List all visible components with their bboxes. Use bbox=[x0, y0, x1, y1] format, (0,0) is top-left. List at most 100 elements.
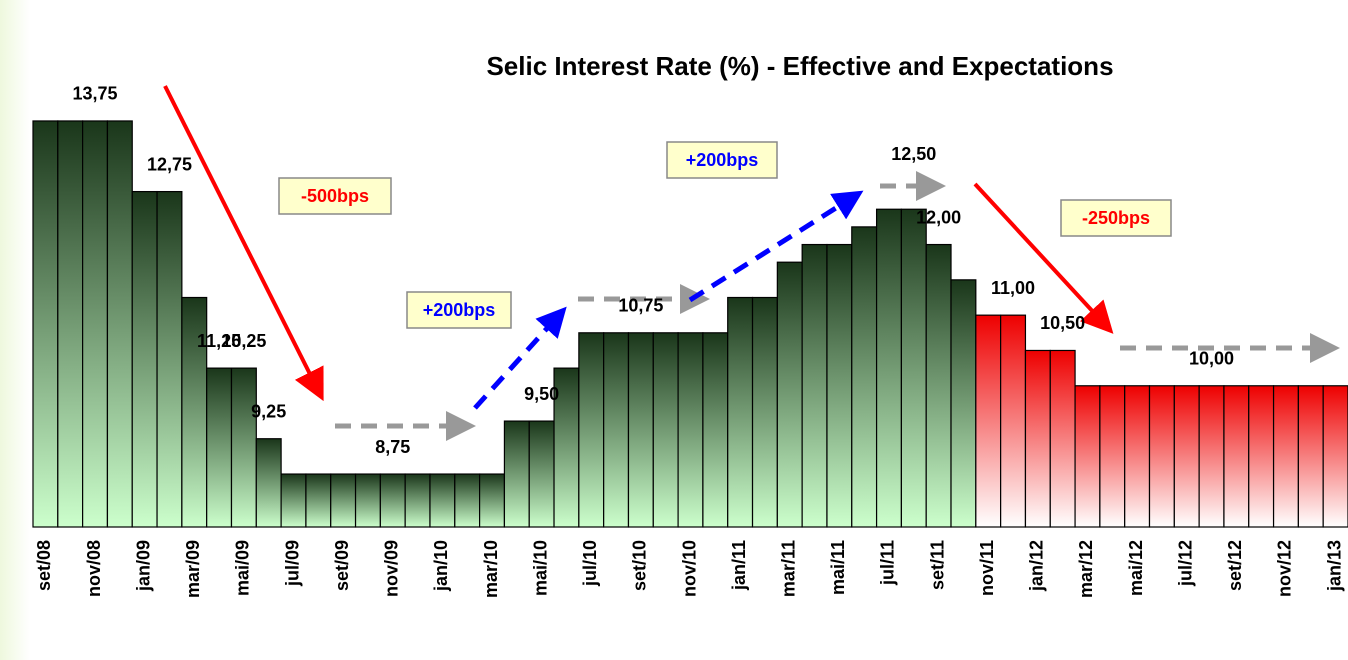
bar bbox=[652, 332, 679, 528]
bar bbox=[255, 438, 282, 528]
bar bbox=[1223, 385, 1250, 528]
x-tick-label: mar/10 bbox=[481, 540, 501, 598]
bar bbox=[875, 208, 902, 528]
bar bbox=[1124, 385, 1151, 528]
bar bbox=[82, 120, 109, 528]
annotation: -250bps bbox=[1082, 208, 1150, 228]
blue-arrow bbox=[688, 190, 864, 303]
x-tick-label: jan/11 bbox=[729, 540, 749, 591]
bar bbox=[131, 190, 158, 528]
bar bbox=[900, 208, 927, 528]
bar bbox=[851, 226, 878, 528]
x-tick-label: jan/13 bbox=[1324, 540, 1344, 592]
bars bbox=[32, 120, 1348, 528]
x-tick-label: set/11 bbox=[927, 540, 947, 590]
data-label: 11,25 bbox=[197, 331, 241, 351]
x-tick-label: jul/09 bbox=[282, 540, 302, 587]
bar bbox=[1024, 349, 1051, 528]
bar bbox=[1198, 385, 1225, 528]
bar bbox=[1000, 314, 1027, 528]
x-tick-label: set/12 bbox=[1225, 540, 1245, 591]
x-tick-label: nov/09 bbox=[382, 540, 402, 597]
annotation: +200bps bbox=[423, 300, 496, 320]
bar bbox=[479, 473, 506, 528]
bar bbox=[1148, 385, 1175, 528]
blue-arrow bbox=[473, 306, 567, 410]
annotation-box bbox=[1060, 199, 1172, 237]
bar bbox=[1074, 385, 1101, 528]
data-label: 10,25 bbox=[221, 331, 266, 351]
bar bbox=[503, 420, 530, 528]
x-tick-label: jan/09 bbox=[133, 540, 153, 592]
bar bbox=[1297, 385, 1324, 528]
data-label: 13,75 bbox=[73, 84, 118, 104]
data-label: 9,25 bbox=[251, 401, 286, 421]
data-label: 11,00 bbox=[991, 278, 1035, 298]
bar bbox=[404, 473, 431, 528]
bar bbox=[57, 120, 84, 528]
bar bbox=[751, 296, 778, 528]
arrows bbox=[163, 85, 1340, 441]
bar bbox=[950, 279, 977, 528]
data-label: 9,50 bbox=[524, 384, 559, 404]
bar bbox=[354, 473, 381, 528]
bar bbox=[677, 332, 704, 528]
x-tick-label: nov/10 bbox=[679, 540, 699, 597]
bar bbox=[1248, 385, 1275, 528]
bar bbox=[32, 120, 59, 528]
data-label: 10,00 bbox=[1189, 349, 1234, 369]
data-label: 12,00 bbox=[916, 207, 961, 227]
annotation: -500bps bbox=[301, 186, 369, 206]
data-label: 10,50 bbox=[1040, 313, 1085, 333]
x-tick-label: set/09 bbox=[332, 540, 352, 591]
x-tick-label: jan/10 bbox=[431, 540, 451, 592]
x-tick-label: mar/12 bbox=[1076, 540, 1096, 598]
annotation-box bbox=[406, 291, 512, 329]
x-tick-label: nov/11 bbox=[977, 540, 997, 596]
x-tick-label: jul/12 bbox=[1175, 540, 1195, 587]
bar bbox=[156, 190, 183, 528]
annotation-box bbox=[666, 141, 778, 179]
x-tick-label: jul/10 bbox=[580, 540, 600, 587]
bar bbox=[305, 473, 332, 528]
bar bbox=[1173, 385, 1200, 528]
bar bbox=[206, 367, 233, 528]
bar bbox=[627, 332, 654, 528]
x-tick-label: nov/08 bbox=[84, 540, 104, 597]
x-tick-label: nov/12 bbox=[1275, 540, 1295, 597]
bar bbox=[1099, 385, 1126, 528]
bar bbox=[1272, 385, 1299, 528]
x-tick-label: mai/12 bbox=[1126, 540, 1146, 596]
x-tick-label: mar/11 bbox=[778, 540, 798, 597]
bar bbox=[379, 473, 406, 528]
x-tick-label: jul/11 bbox=[878, 540, 898, 586]
x-tick-label: set/08 bbox=[34, 540, 54, 591]
bar bbox=[826, 243, 853, 528]
bar bbox=[1322, 385, 1348, 528]
x-tick-label: mai/09 bbox=[233, 540, 253, 596]
bar bbox=[553, 367, 580, 528]
bar bbox=[578, 332, 605, 528]
bar bbox=[1049, 349, 1076, 528]
x-tick-label: mar/09 bbox=[183, 540, 203, 598]
bar bbox=[106, 120, 133, 528]
data-label: 12,50 bbox=[891, 144, 936, 164]
x-tick-label: jan/12 bbox=[1027, 540, 1047, 592]
bar bbox=[925, 243, 952, 528]
bar bbox=[603, 332, 630, 528]
bar bbox=[454, 473, 481, 528]
annotation-box bbox=[278, 177, 392, 215]
data-label: 10,75 bbox=[618, 296, 663, 316]
data-label: 8,75 bbox=[375, 437, 410, 457]
bar bbox=[230, 367, 257, 528]
bar bbox=[330, 473, 357, 528]
bar bbox=[975, 314, 1002, 528]
background-strip bbox=[0, 0, 30, 660]
x-tick-label: mai/11 bbox=[828, 540, 848, 595]
bar bbox=[528, 420, 555, 528]
x-tick-label: set/10 bbox=[630, 540, 650, 591]
red-arrow bbox=[973, 182, 1114, 334]
chart-title: Selic Interest Rate (%) - Effective and … bbox=[486, 51, 1113, 81]
